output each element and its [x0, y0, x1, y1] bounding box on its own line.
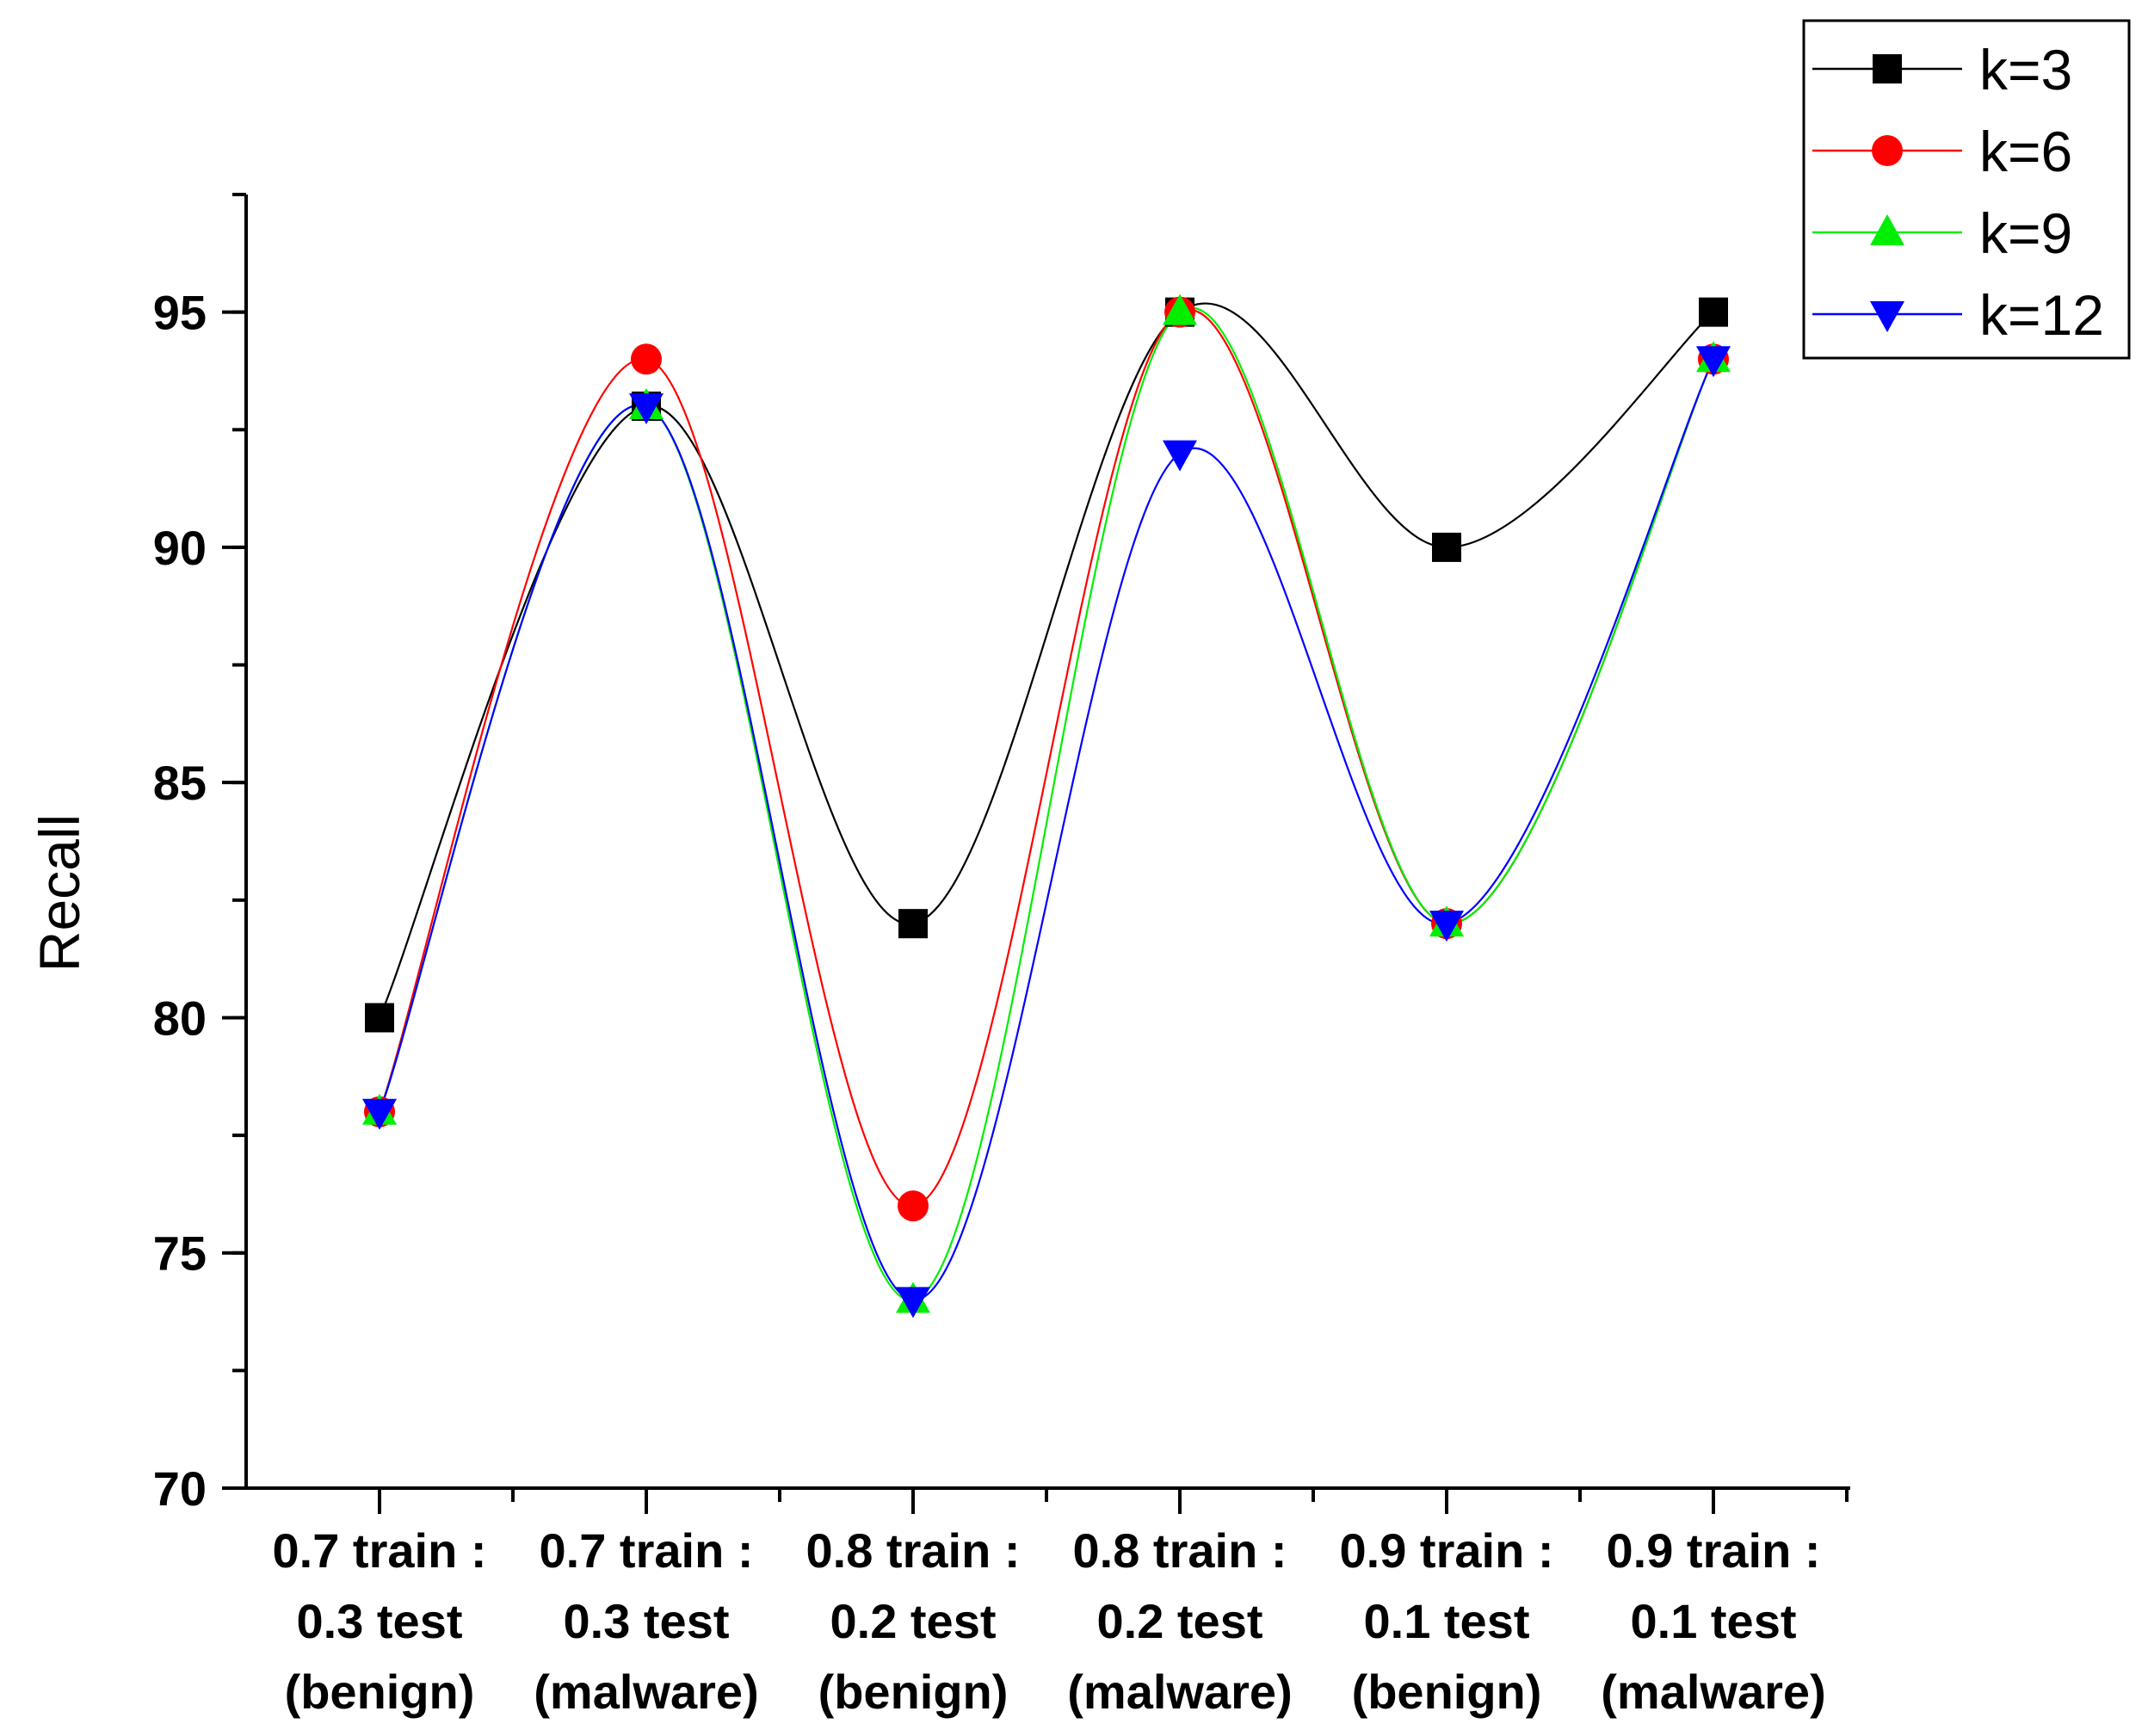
legend-marker [1872, 135, 1903, 166]
data-point-k6 [898, 1190, 929, 1222]
x-category-label: 0.3 test [564, 1594, 730, 1648]
x-category-label: (benign) [818, 1665, 1009, 1719]
data-point-k9 [1163, 293, 1197, 325]
x-category-label: (benign) [1352, 1665, 1542, 1719]
y-tick-label: 95 [153, 286, 207, 340]
legend: k=3 k=6 k=9 k=12 [1802, 19, 2131, 360]
data-point-k3 [898, 909, 928, 939]
x-category-label: (malware) [1601, 1665, 1825, 1719]
y-tick-label: 85 [153, 756, 207, 810]
data-point-k3 [1432, 532, 1461, 562]
series-curves [378, 302, 1714, 1301]
series-line-k12 [378, 358, 1714, 1301]
series-line-k6 [378, 308, 1714, 1208]
y-tick-label: 75 [153, 1226, 207, 1281]
data-point-k12 [1163, 440, 1197, 472]
x-category-label: 0.1 test [1631, 1594, 1797, 1648]
data-point-k12 [896, 1287, 930, 1319]
x-category-label: 0.1 test [1364, 1594, 1530, 1648]
x-category-label: 0.9 train : [1607, 1523, 1821, 1578]
series-line-k3 [378, 302, 1714, 1018]
y-tick-label: 80 [153, 991, 207, 1045]
y-axis-title: Recall [28, 814, 91, 972]
x-category-label: 0.2 test [1097, 1594, 1263, 1648]
series-line-k9 [378, 307, 1714, 1301]
data-point-k12 [362, 1098, 397, 1130]
legend-label: k=3 [1979, 38, 2072, 102]
data-point-k12 [1429, 911, 1464, 942]
y-tick-label: 90 [153, 521, 207, 575]
axes: 70 75 80 85 90 95 Recall 0.7 train : 0.3 test (be… [28, 193, 1850, 1719]
x-category-label: 0.8 train : [806, 1523, 1021, 1578]
series-markers [362, 293, 1731, 1319]
data-point-k6 [631, 343, 662, 375]
x-category-label: 0.3 test [297, 1594, 463, 1648]
legend-label: k=6 [1979, 120, 2072, 183]
x-category-label: 0.7 train : [273, 1523, 487, 1578]
legend-box [1802, 19, 2131, 360]
x-category-label: (benign) [285, 1665, 475, 1719]
x-category-label: 0.2 test [830, 1594, 997, 1648]
legend-label: k=12 [1979, 283, 2104, 347]
legend-marker [1870, 214, 1904, 245]
x-category-label: 0.9 train : [1340, 1523, 1554, 1578]
legend-marker [1870, 301, 1904, 332]
data-point-k12 [1696, 346, 1731, 378]
legend-label: k=9 [1979, 201, 2072, 265]
data-point-k3 [1699, 297, 1728, 327]
legend-marker [1873, 54, 1902, 83]
x-category-label: 0.8 train : [1073, 1523, 1287, 1578]
x-category-label: 0.7 train : [540, 1523, 754, 1578]
data-point-k3 [365, 1003, 394, 1033]
x-category-label: (malware) [1067, 1665, 1292, 1719]
x-category-label: (malware) [534, 1665, 758, 1719]
data-point-k12 [629, 392, 664, 424]
y-tick-label: 70 [153, 1461, 207, 1516]
